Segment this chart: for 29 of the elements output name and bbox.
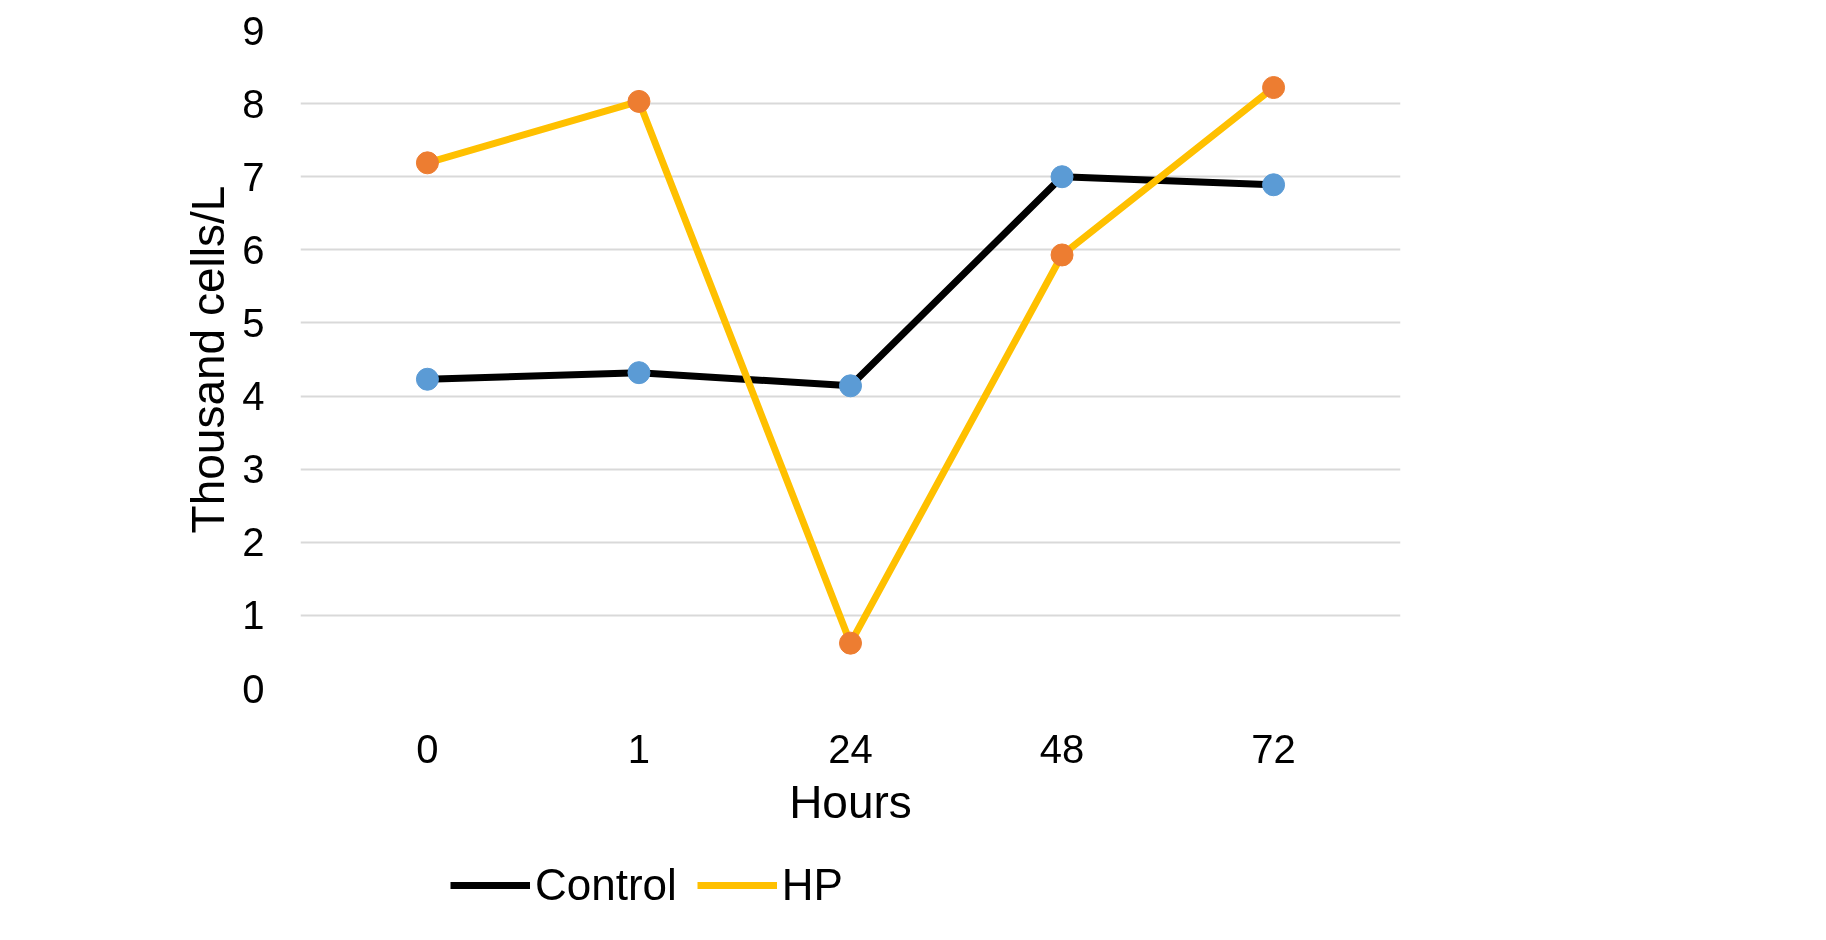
point — [415, 367, 439, 391]
x-tick-label: 24 — [828, 726, 873, 771]
point — [627, 89, 651, 113]
point — [839, 631, 862, 655]
x-tick-label: 72 — [1251, 726, 1296, 771]
y-tick-label: 3 — [242, 447, 265, 492]
x-axis-title: Hours — [789, 775, 912, 828]
y-tick-label: 4 — [242, 374, 265, 419]
legend-label: Control — [535, 860, 677, 910]
point — [627, 361, 651, 385]
x-tick-label: 1 — [627, 726, 651, 771]
x-tick-label: 48 — [1039, 726, 1085, 771]
y-tick-label: 6 — [242, 227, 265, 272]
point — [1050, 243, 1074, 267]
point — [415, 151, 439, 175]
y-tick-label: 7 — [242, 154, 265, 199]
point — [839, 374, 862, 398]
y-axis-title: Thousand cells/L — [182, 185, 235, 534]
point — [1262, 76, 1286, 99]
x-tick-label: 0 — [416, 726, 439, 771]
y-tick-label: 8 — [242, 81, 265, 126]
y-tick-label: 9 — [242, 8, 265, 53]
y-tick-label: 1 — [242, 593, 265, 638]
y-tick-label: 5 — [242, 300, 265, 345]
y-tick-label: 2 — [242, 520, 265, 565]
point — [1262, 173, 1286, 197]
legend-label: HP — [781, 860, 843, 910]
y-tick-label: 0 — [242, 666, 265, 711]
point — [1050, 165, 1074, 189]
